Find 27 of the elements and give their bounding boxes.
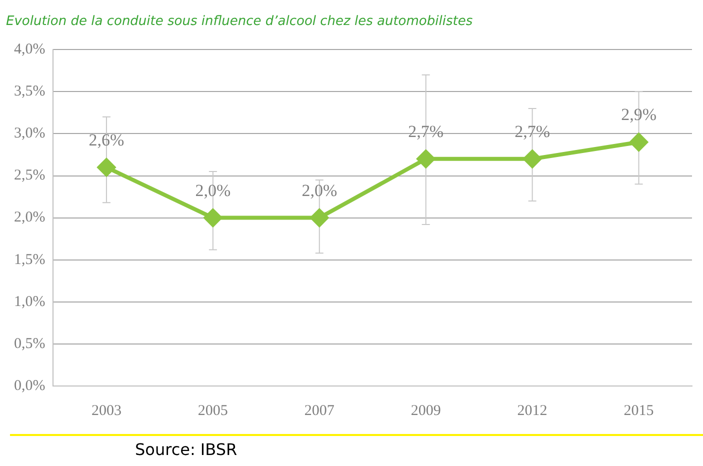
y-tick-label: 0,0%	[14, 378, 46, 394]
y-tick-label: 0,5%	[14, 336, 46, 352]
x-tick-label: 2015	[624, 402, 654, 419]
y-tick-label: 3,5%	[14, 84, 46, 100]
y-tick-label: 3,0%	[14, 126, 46, 142]
x-tick-label: 2012	[517, 402, 548, 419]
point	[416, 150, 435, 168]
y-tick-label: 1,5%	[14, 252, 46, 268]
x-tick-label: 2003	[91, 402, 122, 419]
x-tick-label: 2007	[304, 402, 335, 419]
y-tick-label: 2,5%	[14, 168, 46, 184]
y-tick-label: 2,0%	[14, 210, 46, 226]
point	[204, 208, 222, 227]
point	[310, 208, 328, 227]
text: 2,9%	[621, 105, 656, 124]
point	[97, 158, 116, 176]
x-tick-label: 2005	[198, 402, 228, 419]
x-tick-label: 2009	[410, 402, 441, 419]
text: 2,0%	[195, 180, 231, 200]
point	[630, 133, 648, 152]
text: 2,6%	[88, 130, 124, 150]
text: 2,0%	[302, 180, 338, 200]
point	[523, 150, 542, 168]
chart-title: Evolution de la conduite sous influence d’alcool chez les automobilistes	[6, 14, 473, 30]
source-note: Source: IBSR	[135, 440, 238, 459]
y-tick-label: 4,0%	[14, 42, 46, 58]
y-tick-label: 1,0%	[14, 294, 46, 310]
